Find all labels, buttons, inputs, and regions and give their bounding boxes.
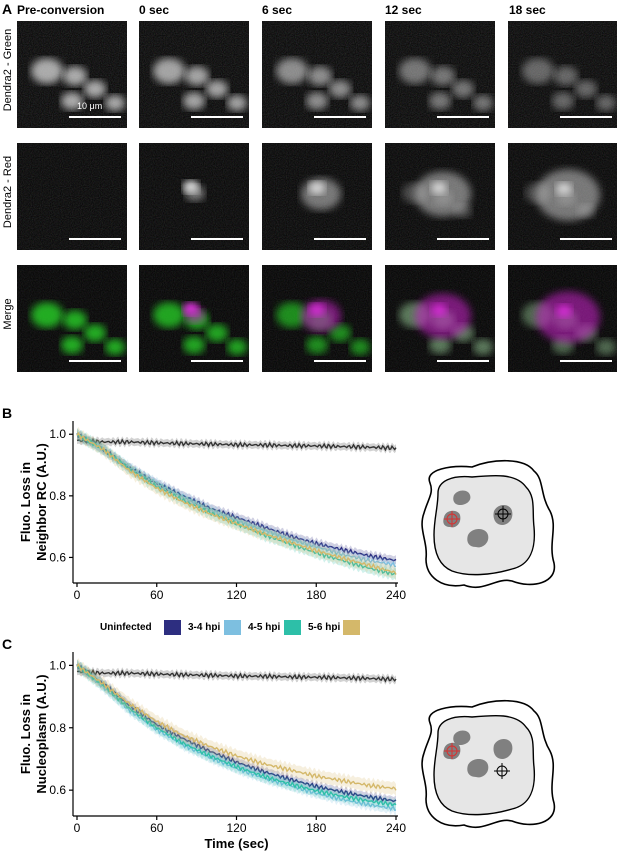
x-tick-label: 60 <box>150 821 164 835</box>
y-tick-label: 0.8 <box>49 489 66 503</box>
series-line <box>76 668 397 683</box>
tile-red <box>17 143 127 250</box>
tile-green <box>385 21 495 128</box>
scale-bar <box>69 360 121 362</box>
panel-c-letter: C <box>2 636 13 652</box>
legend-swatch-gold <box>343 620 360 635</box>
rc-blob <box>467 529 489 548</box>
scale-bar <box>314 360 366 362</box>
series-band <box>77 428 396 581</box>
legend-label-4-5hpi: 4-5 hpi <box>248 622 281 633</box>
tile-merge <box>508 265 617 372</box>
series-line <box>76 431 397 575</box>
tile-red <box>262 143 372 250</box>
rc-blob <box>453 490 471 505</box>
timepoint-label: 12 sec <box>385 3 422 17</box>
tile-red <box>508 143 617 250</box>
series-band <box>77 428 396 572</box>
x-tick-label: 180 <box>306 821 326 835</box>
x-tick-label: 240 <box>386 821 406 835</box>
rc-blob <box>493 739 513 759</box>
chart-c: 0.6 0.8 1.0 0 60 120 180 240 Fluo. Loss inNucleo… <box>18 652 406 851</box>
target-black-icon <box>495 506 511 522</box>
y-tick-label: 1.0 <box>49 427 66 441</box>
timepoint-label: 0 sec <box>139 3 170 17</box>
legend-label-5-6hpi: 5-6 hpi <box>308 622 341 633</box>
legend-label-uninfected: Uninfected <box>100 622 152 633</box>
tile-merge <box>262 265 372 372</box>
scale-bar <box>314 238 366 240</box>
series-band <box>77 426 396 581</box>
scale-bar <box>191 116 243 118</box>
panel-b-letter: B <box>2 405 13 421</box>
tile-red <box>385 143 495 250</box>
x-tick-label: 180 <box>306 588 326 602</box>
series-band <box>77 429 396 565</box>
tile-merge <box>17 265 127 372</box>
tile-green <box>508 21 617 128</box>
row-label-green: Dendra2 - Green <box>2 28 14 112</box>
scale-bar <box>191 360 243 362</box>
x-tick-label: 0 <box>74 588 81 602</box>
legend-swatch-5-6hpi <box>284 620 301 635</box>
series-line <box>76 437 397 452</box>
y-axis-label: Fluo. Loss inNucleoplasm (A.U.) <box>18 674 49 793</box>
legend-label-3-4hpi: 3-4 hpi <box>188 622 221 633</box>
scale-bar <box>69 116 121 118</box>
series-line <box>76 433 397 562</box>
scale-bar <box>69 238 121 240</box>
y-axis-label: Fluo. Loss inNeighbor RC (A.U.) <box>18 443 49 561</box>
scale-bar <box>191 238 243 240</box>
chart-b: 0.6 0.8 1.0 0 60 120 180 240 Fluo. Loss inNeighb… <box>18 421 406 602</box>
x-axis-label: Time (sec) <box>204 836 268 851</box>
series-line <box>76 664 397 812</box>
x-tick-label: 120 <box>226 588 246 602</box>
scale-bar <box>437 116 489 118</box>
target-red-icon <box>444 511 460 527</box>
tile-green <box>139 21 249 128</box>
row-label-merge: Merge <box>2 298 14 330</box>
scale-bar <box>560 116 612 118</box>
timepoint-label: 18 sec <box>509 3 546 17</box>
series-line <box>76 433 397 568</box>
y-tick-label: 1.0 <box>49 658 66 672</box>
scale-bar <box>314 116 366 118</box>
scale-bar <box>437 238 489 240</box>
row-label-red: Dendra2 - Red <box>2 155 14 229</box>
series-band <box>77 659 396 812</box>
timepoint-label: Pre-conversion <box>17 3 105 17</box>
series-line <box>76 664 397 807</box>
scale-bar <box>437 360 489 362</box>
cell-diagram-nucleoplasm <box>421 699 556 828</box>
target-red-icon <box>444 743 460 759</box>
scale-bar-label: 10 μm <box>77 101 103 111</box>
cell-diagram-neighbor-rc <box>421 459 556 588</box>
y-tick-label: 0.8 <box>49 721 66 735</box>
scale-bar <box>560 238 612 240</box>
tile-merge <box>385 265 495 372</box>
tile-green: 10 μm <box>17 21 127 128</box>
y-tick-label: 0.6 <box>49 550 66 564</box>
x-tick-label: 120 <box>226 821 246 835</box>
x-tick-label: 0 <box>74 821 81 835</box>
rc-blob <box>453 730 471 745</box>
tile-green <box>262 21 372 128</box>
tile-merge <box>139 265 249 372</box>
timepoint-label: 6 sec <box>262 3 293 17</box>
series-line <box>76 662 397 791</box>
series-line <box>76 433 397 576</box>
legend-swatch-4-5hpi <box>224 620 241 635</box>
rc-blob <box>467 759 489 778</box>
panel-a-letter: A <box>2 1 13 17</box>
legend-swatch-3-4hpi <box>164 620 181 635</box>
x-tick-label: 60 <box>150 588 164 602</box>
target-black-icon <box>494 763 510 779</box>
tile-red <box>139 143 249 250</box>
scale-bar <box>560 360 612 362</box>
x-tick-label: 240 <box>386 588 406 602</box>
y-tick-label: 0.6 <box>49 783 66 797</box>
